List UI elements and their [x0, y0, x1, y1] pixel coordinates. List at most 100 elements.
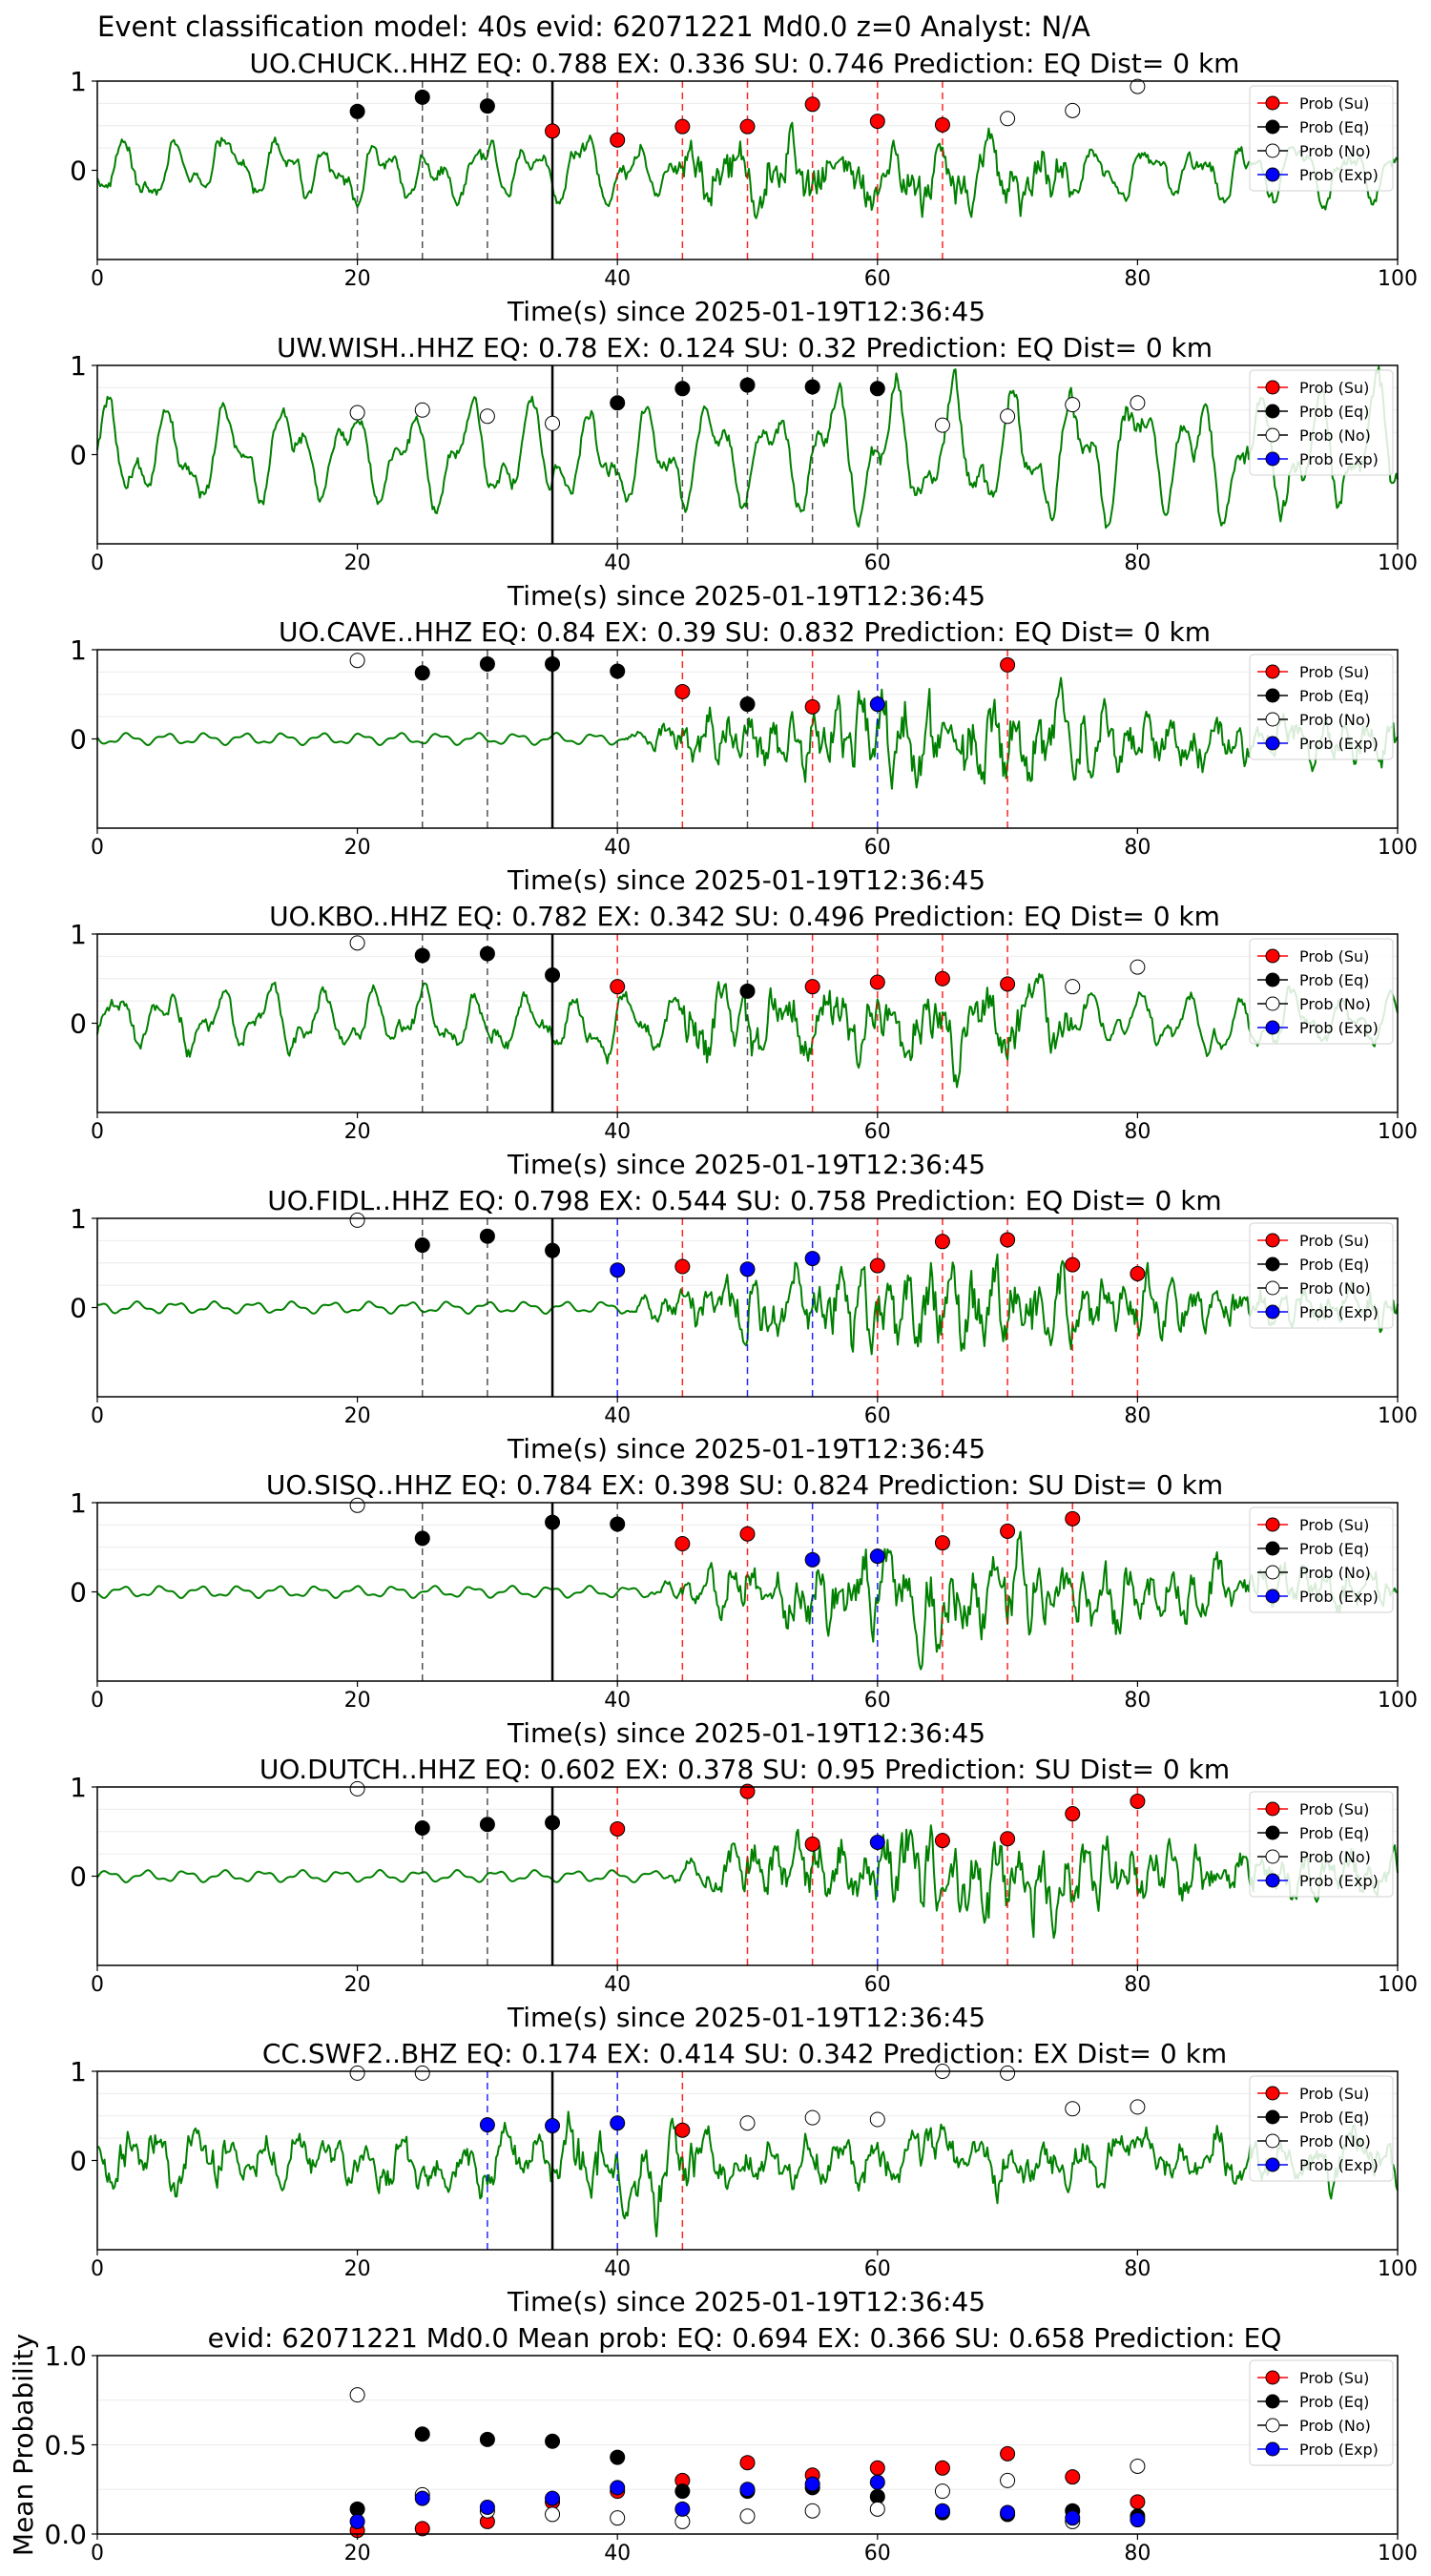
mean-marker-exp [804, 2476, 820, 2492]
prob-marker-su [869, 1257, 885, 1274]
prob-marker-eq [479, 655, 495, 672]
legend-frame [1249, 1506, 1394, 1613]
prob-marker-no [1000, 2065, 1016, 2081]
legend-label-no: Prob (No) [1299, 1848, 1371, 1866]
prob-marker-su [1000, 1523, 1016, 1539]
x-tick-label: 100 [1378, 1404, 1418, 1428]
legend-marker-su [1265, 2086, 1280, 2101]
panel-4: UO.KBO..HHZ EQ: 0.782 EX: 0.342 SU: 0.49… [70, 901, 1418, 1180]
legend: Prob (Su) Prob (Eq) Prob (No) Prob (Exp) [1249, 1222, 1394, 1329]
prob-marker-exp [479, 2117, 495, 2133]
legend-marker-no [1265, 1280, 1280, 1296]
waveform-trace [96, 121, 1399, 219]
panel-1: UO.CHUCK..HHZ EQ: 0.788 EX: 0.336 SU: 0.… [70, 48, 1418, 327]
prob-marker-su [739, 118, 756, 135]
legend-label-no: Prob (No) [1299, 1279, 1371, 1298]
legend-marker-su [1265, 664, 1280, 679]
prob-marker-eq [869, 381, 885, 397]
legend-label-exp: Prob (Exp) [1299, 1872, 1379, 1890]
prob-marker-no [1130, 959, 1146, 975]
prob-marker-eq [739, 983, 756, 999]
mean-marker-exp [739, 2482, 756, 2498]
mean-marker-no [1130, 2458, 1146, 2474]
legend-marker-no [1265, 2418, 1280, 2433]
x-tick-label: 80 [1124, 551, 1151, 575]
y-tick-label: 0.5 [44, 2430, 87, 2462]
legend-marker-su [1265, 2370, 1280, 2385]
prob-marker-no [1000, 111, 1016, 127]
prob-marker-eq [414, 947, 430, 964]
x-axis-label: Time(s) since 2025-01-19T12:36:45 [507, 580, 985, 612]
x-tick-label: 60 [864, 836, 891, 860]
prob-marker-su [1000, 1831, 1016, 1847]
prob-marker-no [349, 2065, 365, 2081]
x-tick-label: 100 [1378, 1689, 1418, 1713]
prob-marker-su [869, 114, 885, 130]
mean-marker-eq [610, 2449, 626, 2465]
legend-label-su: Prob (Su) [1299, 1232, 1369, 1250]
x-tick-label: 20 [344, 551, 371, 575]
mean-marker-exp [479, 2499, 495, 2515]
y-tick-label: 0 [70, 156, 87, 187]
legend-label-no: Prob (No) [1299, 2417, 1371, 2435]
legend-label-exp: Prob (Exp) [1299, 1588, 1379, 1606]
prob-marker-no [349, 405, 365, 421]
prob-marker-su [804, 698, 820, 715]
legend-marker-exp [1265, 1873, 1280, 1888]
prob-marker-su [674, 1258, 691, 1275]
y-tick-label: 1 [70, 1203, 87, 1235]
prob-marker-eq [479, 98, 495, 114]
prob-marker-no [349, 1497, 365, 1513]
x-tick-label: 100 [1378, 267, 1418, 291]
mean-marker-eq [414, 2426, 430, 2442]
waveform-trace [96, 2110, 1399, 2238]
legend: Prob (Su) Prob (Eq) Prob (No) Prob (Exp) [1249, 85, 1394, 192]
mean-marker-su [414, 2521, 430, 2537]
prob-marker-su [934, 1234, 950, 1250]
prob-marker-no [1130, 2099, 1146, 2115]
x-tick-label: 20 [344, 2257, 371, 2281]
x-tick-label: 100 [1378, 1973, 1418, 1997]
prob-marker-su [610, 132, 626, 148]
mean-marker-no [1000, 2472, 1016, 2488]
x-tick-label: 40 [604, 1120, 631, 1144]
mean-marker-eq [545, 2433, 561, 2449]
figure-suptitle: Event classification model: 40s evid: 62… [97, 10, 1090, 43]
x-tick-label: 80 [1124, 836, 1151, 860]
legend-marker-no [1265, 143, 1280, 158]
prob-marker-eq [349, 103, 365, 119]
legend-label-no: Prob (No) [1299, 1564, 1371, 1582]
prob-marker-su [1065, 1257, 1081, 1273]
prob-marker-eq [479, 1817, 495, 1833]
prob-marker-eq [479, 1228, 495, 1244]
prob-marker-su [1000, 1232, 1016, 1248]
legend-label-eq: Prob (Eq) [1299, 1540, 1369, 1558]
x-tick-label: 100 [1378, 2542, 1418, 2566]
mean-marker-exp [1065, 2510, 1081, 2526]
legend-marker-exp [1265, 2157, 1280, 2172]
mean-marker-exp [674, 2501, 691, 2517]
panel-9: evid: 62071221 Md0.0 Mean prob: EQ: 0.69… [8, 2322, 1418, 2566]
x-tick-label: 20 [344, 1120, 371, 1144]
legend-marker-eq [1265, 1257, 1280, 1272]
legend-frame [1249, 369, 1394, 476]
legend-label-su: Prob (Su) [1299, 94, 1369, 113]
prob-marker-eq [545, 1514, 561, 1530]
prob-marker-su [674, 1536, 691, 1552]
x-tick-label: 0 [91, 1404, 104, 1428]
legend-marker-su [1265, 948, 1280, 964]
x-tick-label: 40 [604, 1404, 631, 1428]
prob-marker-no [1130, 395, 1146, 411]
legend-frame [1249, 1222, 1394, 1329]
prob-marker-exp [610, 1262, 626, 1278]
prob-marker-exp [804, 1551, 820, 1568]
prob-marker-su [1065, 1806, 1081, 1822]
legend-label-no: Prob (No) [1299, 711, 1371, 729]
x-tick-label: 80 [1124, 2542, 1151, 2566]
x-tick-label: 40 [604, 267, 631, 291]
x-tick-label: 20 [344, 267, 371, 291]
y-tick-label: 1.0 [44, 2340, 87, 2372]
x-tick-label: 80 [1124, 1404, 1151, 1428]
prob-marker-eq [545, 967, 561, 984]
x-tick-label: 80 [1124, 2257, 1151, 2281]
